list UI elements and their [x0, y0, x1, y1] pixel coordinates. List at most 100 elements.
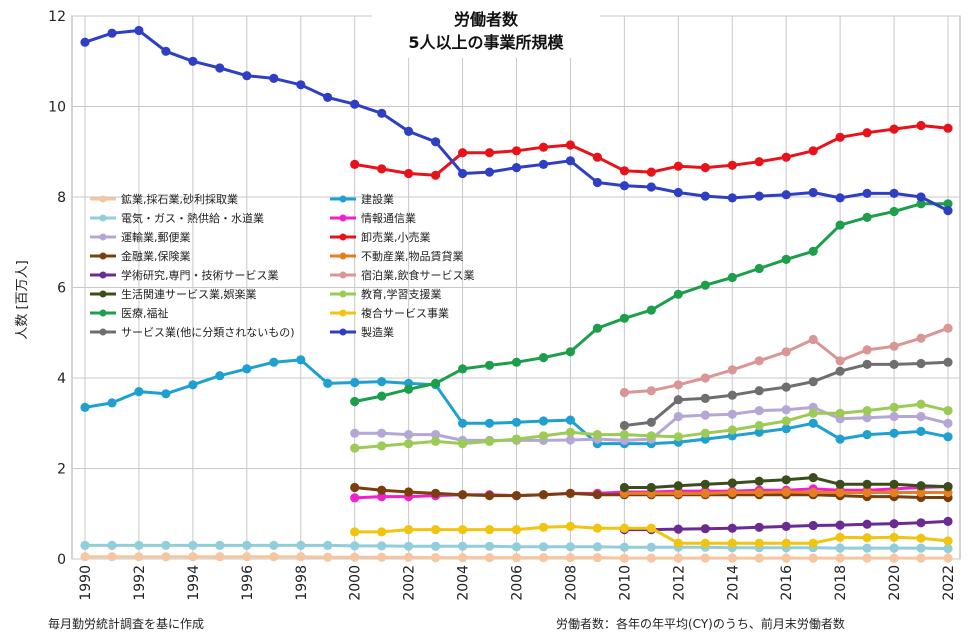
data-point	[835, 532, 845, 542]
legend-marker	[339, 271, 347, 279]
data-point	[323, 92, 333, 102]
data-point	[484, 541, 495, 551]
legend-item: 卸売業,小売業	[330, 230, 431, 244]
y-tick-label: 2	[57, 462, 66, 478]
data-point	[781, 475, 791, 485]
data-point	[458, 541, 468, 551]
legend-marker	[99, 290, 107, 298]
data-point	[835, 366, 845, 376]
data-point	[619, 313, 630, 323]
data-point	[808, 334, 818, 345]
data-point	[431, 170, 441, 180]
data-point	[781, 405, 791, 415]
legend-marker	[339, 309, 347, 317]
data-point	[350, 428, 360, 438]
data-point	[242, 540, 252, 551]
data-point	[188, 380, 198, 390]
data-point	[916, 553, 926, 563]
data-point	[916, 333, 926, 343]
data-point	[646, 542, 656, 552]
data-point	[404, 487, 414, 497]
data-point	[835, 408, 845, 418]
data-point	[350, 482, 360, 493]
data-point	[377, 552, 387, 562]
data-point	[673, 538, 683, 548]
data-point	[538, 353, 549, 363]
legend-item: 教育,学習支援業	[330, 287, 442, 301]
data-point	[889, 206, 899, 217]
data-point	[835, 543, 845, 553]
legend-marker	[339, 195, 347, 203]
data-point	[134, 387, 144, 397]
data-point	[484, 167, 495, 177]
data-point	[565, 488, 576, 498]
data-point	[916, 487, 926, 498]
data-point	[188, 552, 198, 562]
data-point	[323, 540, 333, 551]
x-tick-label: 2014	[725, 565, 741, 601]
legend-marker	[339, 328, 347, 336]
data-point	[916, 192, 926, 202]
data-point	[700, 280, 710, 290]
legend-label: 医療,福祉	[121, 306, 169, 320]
data-point	[431, 541, 441, 551]
y-tick-label: 6	[57, 281, 66, 297]
source-note: 毎月勤労統計調査を基に作成	[48, 616, 204, 631]
data-point	[943, 432, 953, 442]
data-point	[619, 181, 630, 191]
data-point	[781, 424, 791, 434]
data-point	[943, 553, 953, 563]
y-axis-label: 人数 [百万人]	[15, 260, 30, 339]
data-point	[431, 378, 441, 388]
data-point	[350, 377, 360, 388]
data-point	[673, 187, 683, 198]
data-point	[727, 523, 737, 533]
data-point	[889, 553, 899, 563]
data-point	[916, 426, 926, 436]
data-point	[835, 193, 845, 203]
legend-label: 生活関連サービス業,娯楽業	[121, 287, 257, 301]
data-point	[484, 360, 495, 370]
data-point	[565, 347, 576, 357]
data-point	[350, 527, 360, 537]
data-point	[943, 323, 953, 333]
data-point	[673, 488, 683, 498]
data-point	[754, 157, 764, 167]
x-tick-label: 2008	[563, 565, 579, 601]
data-point	[835, 520, 845, 530]
data-point	[377, 541, 387, 551]
data-point	[727, 487, 737, 498]
data-point	[889, 487, 899, 498]
data-point	[673, 432, 683, 442]
data-point	[538, 553, 549, 563]
data-point	[619, 542, 630, 552]
data-point	[808, 473, 818, 483]
data-point	[484, 418, 495, 428]
data-point	[727, 409, 737, 419]
data-point	[700, 488, 710, 498]
legend-label: 複合サービス事業	[361, 306, 449, 320]
data-point	[943, 516, 953, 527]
data-point	[350, 99, 360, 109]
data-point	[889, 411, 899, 422]
x-tick-label: 2006	[510, 565, 526, 601]
legend-marker	[99, 328, 107, 336]
data-point	[161, 552, 171, 562]
data-point	[404, 126, 414, 136]
data-point	[808, 377, 818, 387]
data-point	[889, 519, 899, 529]
data-point	[700, 393, 710, 403]
legend-marker	[99, 214, 107, 222]
data-point	[377, 391, 387, 401]
data-point	[889, 402, 899, 412]
data-point	[134, 540, 144, 551]
data-point	[377, 527, 387, 537]
data-point	[754, 538, 764, 548]
data-point	[862, 543, 872, 553]
x-tick-label: 2000	[348, 565, 364, 601]
y-tick-label: 8	[57, 190, 66, 206]
data-point	[943, 357, 953, 367]
data-point	[808, 187, 818, 198]
data-point	[538, 490, 549, 500]
